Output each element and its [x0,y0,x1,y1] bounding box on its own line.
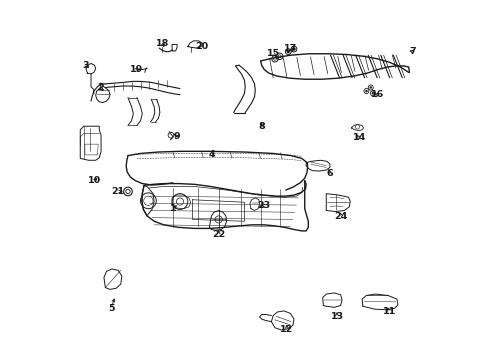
Text: 11: 11 [382,307,396,316]
Text: 18: 18 [156,39,169,48]
Circle shape [292,48,295,50]
Text: 12: 12 [280,325,293,334]
Circle shape [286,50,289,53]
Text: 5: 5 [108,304,114,313]
Text: 2: 2 [97,83,103,92]
Text: 9: 9 [173,132,179,141]
Circle shape [365,90,367,92]
Text: 15: 15 [266,49,279,58]
Text: 4: 4 [208,150,214,159]
Text: 13: 13 [330,312,343,321]
Text: 10: 10 [88,176,101,185]
Text: 17: 17 [283,44,296,53]
Text: 21: 21 [111,187,124,196]
Text: 16: 16 [370,90,384,99]
Text: 20: 20 [195,42,208,51]
Text: 23: 23 [257,201,270,210]
Text: 19: 19 [129,65,142,74]
Text: 24: 24 [334,212,347,221]
Text: 6: 6 [326,169,332,178]
Text: 22: 22 [212,230,225,239]
Circle shape [371,92,373,94]
Text: 3: 3 [82,61,89,70]
Text: 1: 1 [169,204,176,213]
Text: 7: 7 [409,47,415,56]
Circle shape [369,86,371,89]
Text: 8: 8 [258,122,264,131]
Text: 14: 14 [352,133,365,142]
